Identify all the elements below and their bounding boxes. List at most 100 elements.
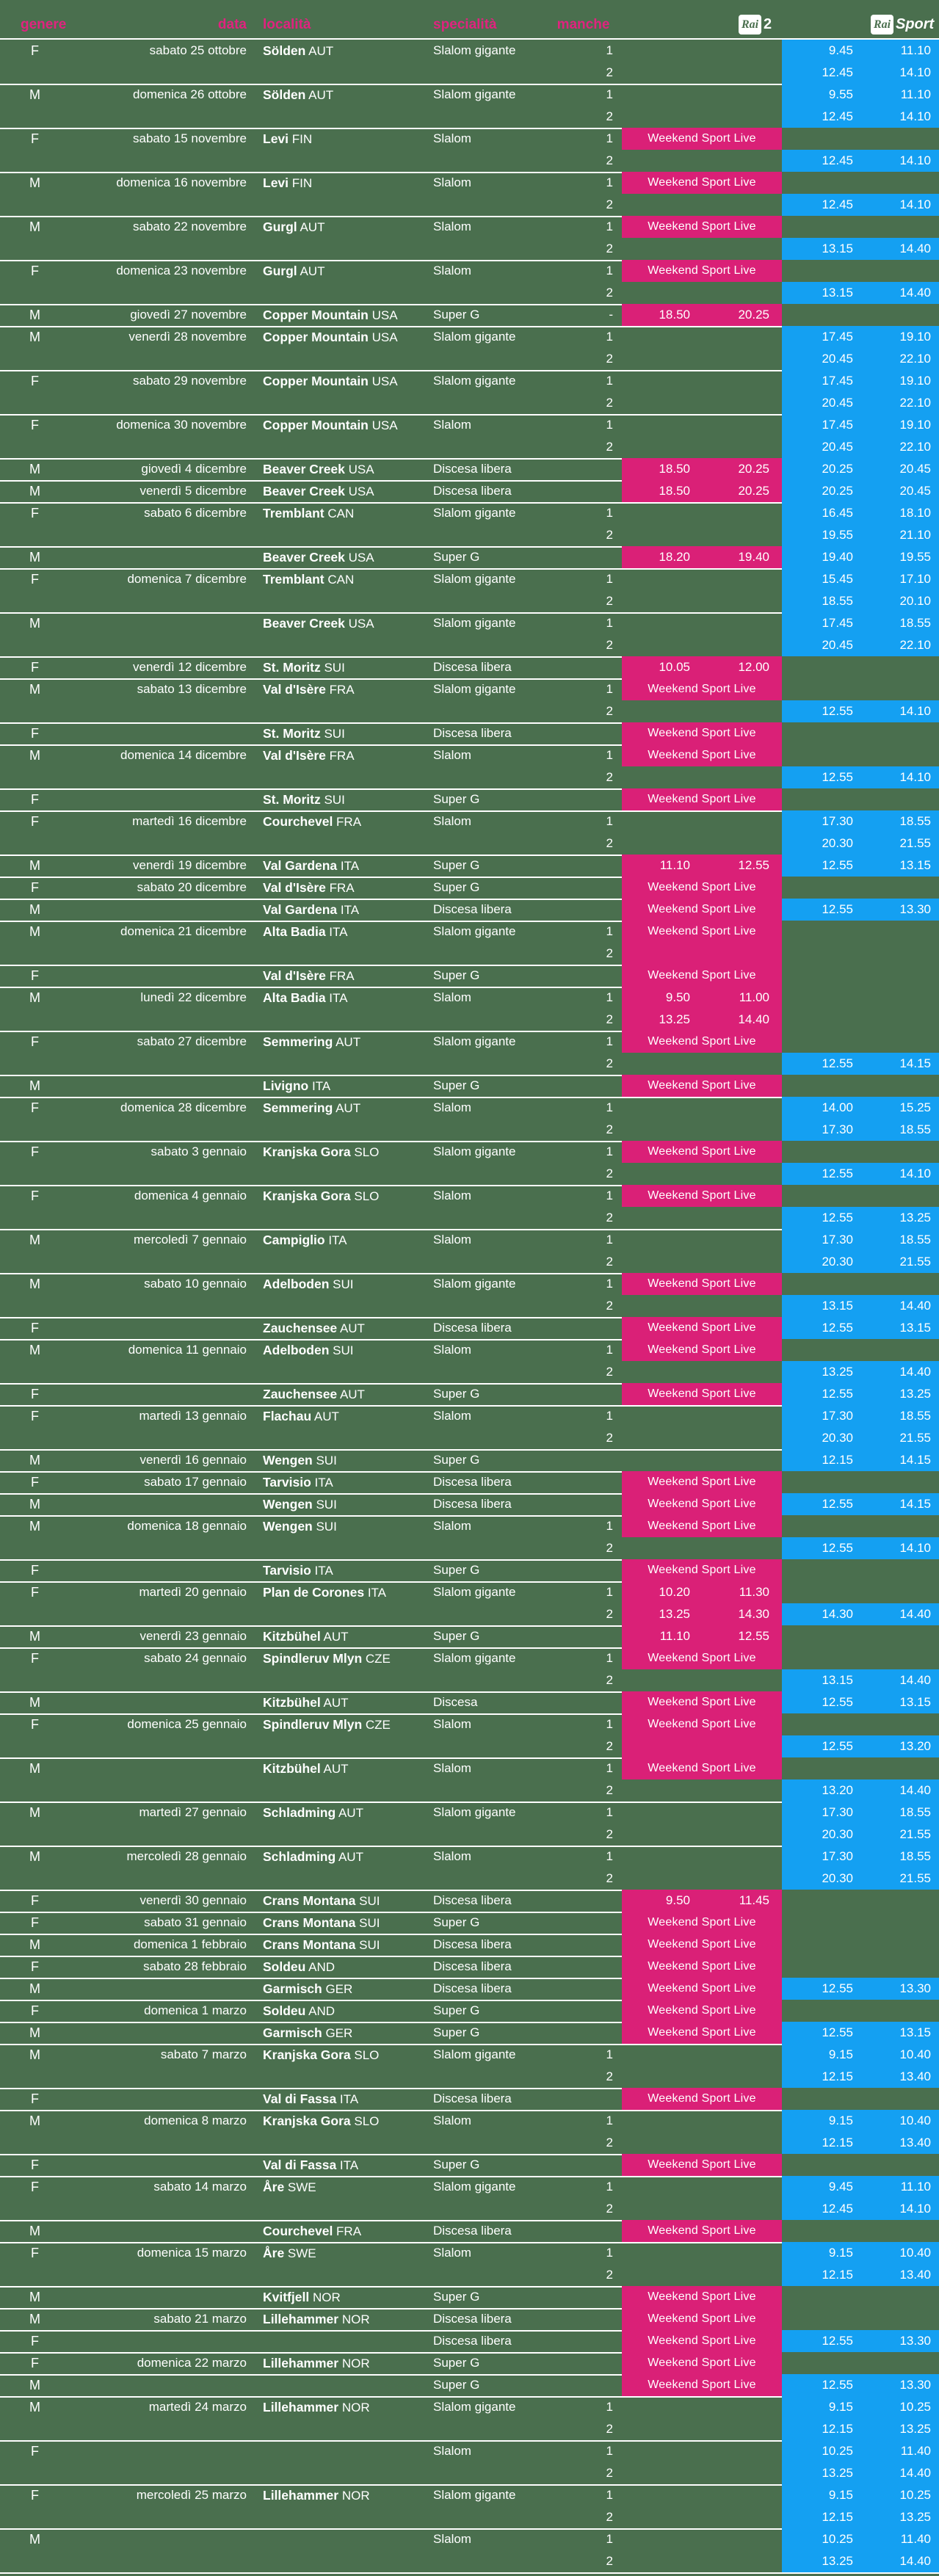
location-cell: Kranjska Gora SLO — [263, 1188, 380, 1203]
gender-cell: F — [31, 791, 39, 807]
raisport-cell: 12.15 13.40 — [782, 2066, 939, 2088]
location-cell: Val d'Isère FRA — [263, 879, 355, 895]
gender-cell: M — [29, 1496, 40, 1512]
event-row: F Zauchensee AUT Super G Weekend Sport Live… — [0, 1383, 939, 1405]
discipline-cell: Super G — [433, 1453, 480, 1467]
raisport-cell — [782, 921, 939, 943]
raisport-end-time: 14.10 — [899, 770, 931, 784]
event-row: M Beaver Creek USA Super G 18.20 19.40 19.40 1… — [0, 546, 939, 568]
location-cell: Sölden AUT — [263, 87, 334, 102]
raisport-end-time: 13.25 — [899, 2510, 931, 2524]
event-row: 2 13.15 14.40 — [0, 1669, 939, 1691]
gender-cell: M — [29, 1694, 40, 1710]
weekend-sport-live-label: Weekend Sport Live — [648, 2357, 756, 2369]
manche-cell: 1 — [606, 924, 613, 938]
location-cell: Kitzbühel AUT — [263, 1694, 349, 1710]
location-name: Crans Montana — [263, 1893, 356, 1908]
gender-cell: F — [31, 2355, 39, 2370]
location-cell: Garmisch GER — [263, 1981, 353, 1996]
manche-cell: 1 — [606, 2488, 613, 2502]
date-cell: sabato 31 gennaio — [144, 1915, 247, 1929]
gender-cell: M — [29, 1518, 40, 1534]
raisport-cell: 12.55 13.30 — [782, 2374, 939, 2396]
discipline-cell: Slalom — [433, 1849, 471, 1863]
rai2-cell — [622, 1802, 782, 1824]
raisport-cell — [782, 656, 939, 678]
raisport-cell: 19.40 19.55 — [782, 546, 939, 568]
rai2-cell: Weekend Sport Live — [622, 2022, 782, 2044]
location-name: Courchevel — [263, 2223, 333, 2238]
discipline-cell: Slalom — [433, 264, 471, 277]
discipline-cell: Discesa libera — [433, 1959, 512, 1973]
raisport-end-time: 13.30 — [899, 2334, 931, 2348]
location-name: Garmisch — [263, 1981, 322, 1996]
raisport-end-time: 13.30 — [899, 902, 931, 916]
rai2-cell: 10.05 12.00 — [622, 656, 782, 678]
raisport-end-time: 10.40 — [899, 2047, 931, 2061]
raisport-start-time: 12.55 — [822, 902, 853, 916]
raisport-start-time: 12.45 — [822, 65, 853, 79]
location-cell: Copper Mountain USA — [263, 307, 398, 322]
gender-cell: M — [29, 87, 40, 102]
rai2-cell — [622, 150, 782, 172]
gender-cell: M — [29, 549, 40, 565]
rai2-cell: Weekend Sport Live — [622, 2352, 782, 2374]
event-row: 2 12.55 14.10 — [0, 1163, 939, 1185]
rai2-start-time: 13.25 — [659, 1607, 690, 1621]
manche-cell: 1 — [606, 1233, 613, 1247]
date-cell: venerdì 16 gennaio — [139, 1453, 247, 1467]
raisport-cell — [782, 1956, 939, 1978]
weekend-sport-live-label: Weekend Sport Live — [648, 2158, 756, 2171]
discipline-cell: Slalom gigante — [433, 43, 516, 57]
manche-cell: 2 — [606, 1167, 613, 1180]
raisport-start-time: 20.30 — [822, 1431, 853, 1445]
location-name: Tarvisio — [263, 1562, 311, 1578]
weekend-sport-live-label: Weekend Sport Live — [648, 132, 756, 145]
rai2-cell — [622, 1119, 782, 1141]
location-cell: Tremblant CAN — [263, 505, 355, 520]
event-group: F Discesa libera Weekend Sport Live 12.55 13… — [0, 2330, 939, 2352]
rai2-cell — [622, 62, 782, 84]
manche-cell: 1 — [606, 418, 613, 432]
rai2-cell: Weekend Sport Live — [622, 1383, 782, 1405]
raisport-start-time: 13.20 — [822, 1783, 853, 1797]
manche-cell: 2 — [606, 109, 613, 123]
gender-cell: M — [29, 615, 40, 631]
raisport-cell: 12.55 14.10 — [782, 700, 939, 722]
event-row: 2 13.25 14.30 14.30 14.40 — [0, 1603, 939, 1625]
raisport-end-time: 13.40 — [899, 2268, 931, 2282]
event-group: M Super G Weekend Sport Live 12.55 13.30 — [0, 2374, 939, 2396]
rai2-start-time: 9.50 — [665, 990, 690, 1004]
gender-cell: M — [29, 2311, 40, 2326]
raisport-start-time: 20.45 — [822, 638, 853, 652]
rai2-cell: Weekend Sport Live — [622, 1471, 782, 1493]
manche-cell: 2 — [606, 1431, 613, 1445]
weekend-sport-live-label: Weekend Sport Live — [648, 1916, 756, 1929]
event-row: 2 12.15 13.25 — [0, 2506, 939, 2528]
gender-cell: F — [31, 131, 39, 146]
rai2-cell — [622, 238, 782, 260]
rai2-cell: Weekend Sport Live — [622, 1934, 782, 1956]
event-group: M Beaver Creek USA Slalom gigante 1 17.45 18.… — [0, 612, 939, 656]
raisport-cell: 12.55 13.25 — [782, 1383, 939, 1405]
raisport-end-time: 13.25 — [899, 1211, 931, 1224]
gender-cell: M — [29, 461, 40, 476]
raisport-end-time: 14.40 — [899, 1783, 931, 1797]
rai2-cell — [622, 2528, 782, 2550]
raisport-start-time: 17.45 — [822, 374, 853, 388]
discipline-cell: Slalom — [433, 1189, 471, 1202]
event-row: 2 20.30 21.55 — [0, 1427, 939, 1449]
raisport-start-time: 12.55 — [822, 1167, 853, 1180]
event-row: 2 12.55 13.25 — [0, 1207, 939, 1229]
event-row: M Kitzbühel AUT Discesa Weekend Sport Live 1… — [0, 1691, 939, 1713]
raisport-start-time: 12.55 — [822, 858, 853, 872]
